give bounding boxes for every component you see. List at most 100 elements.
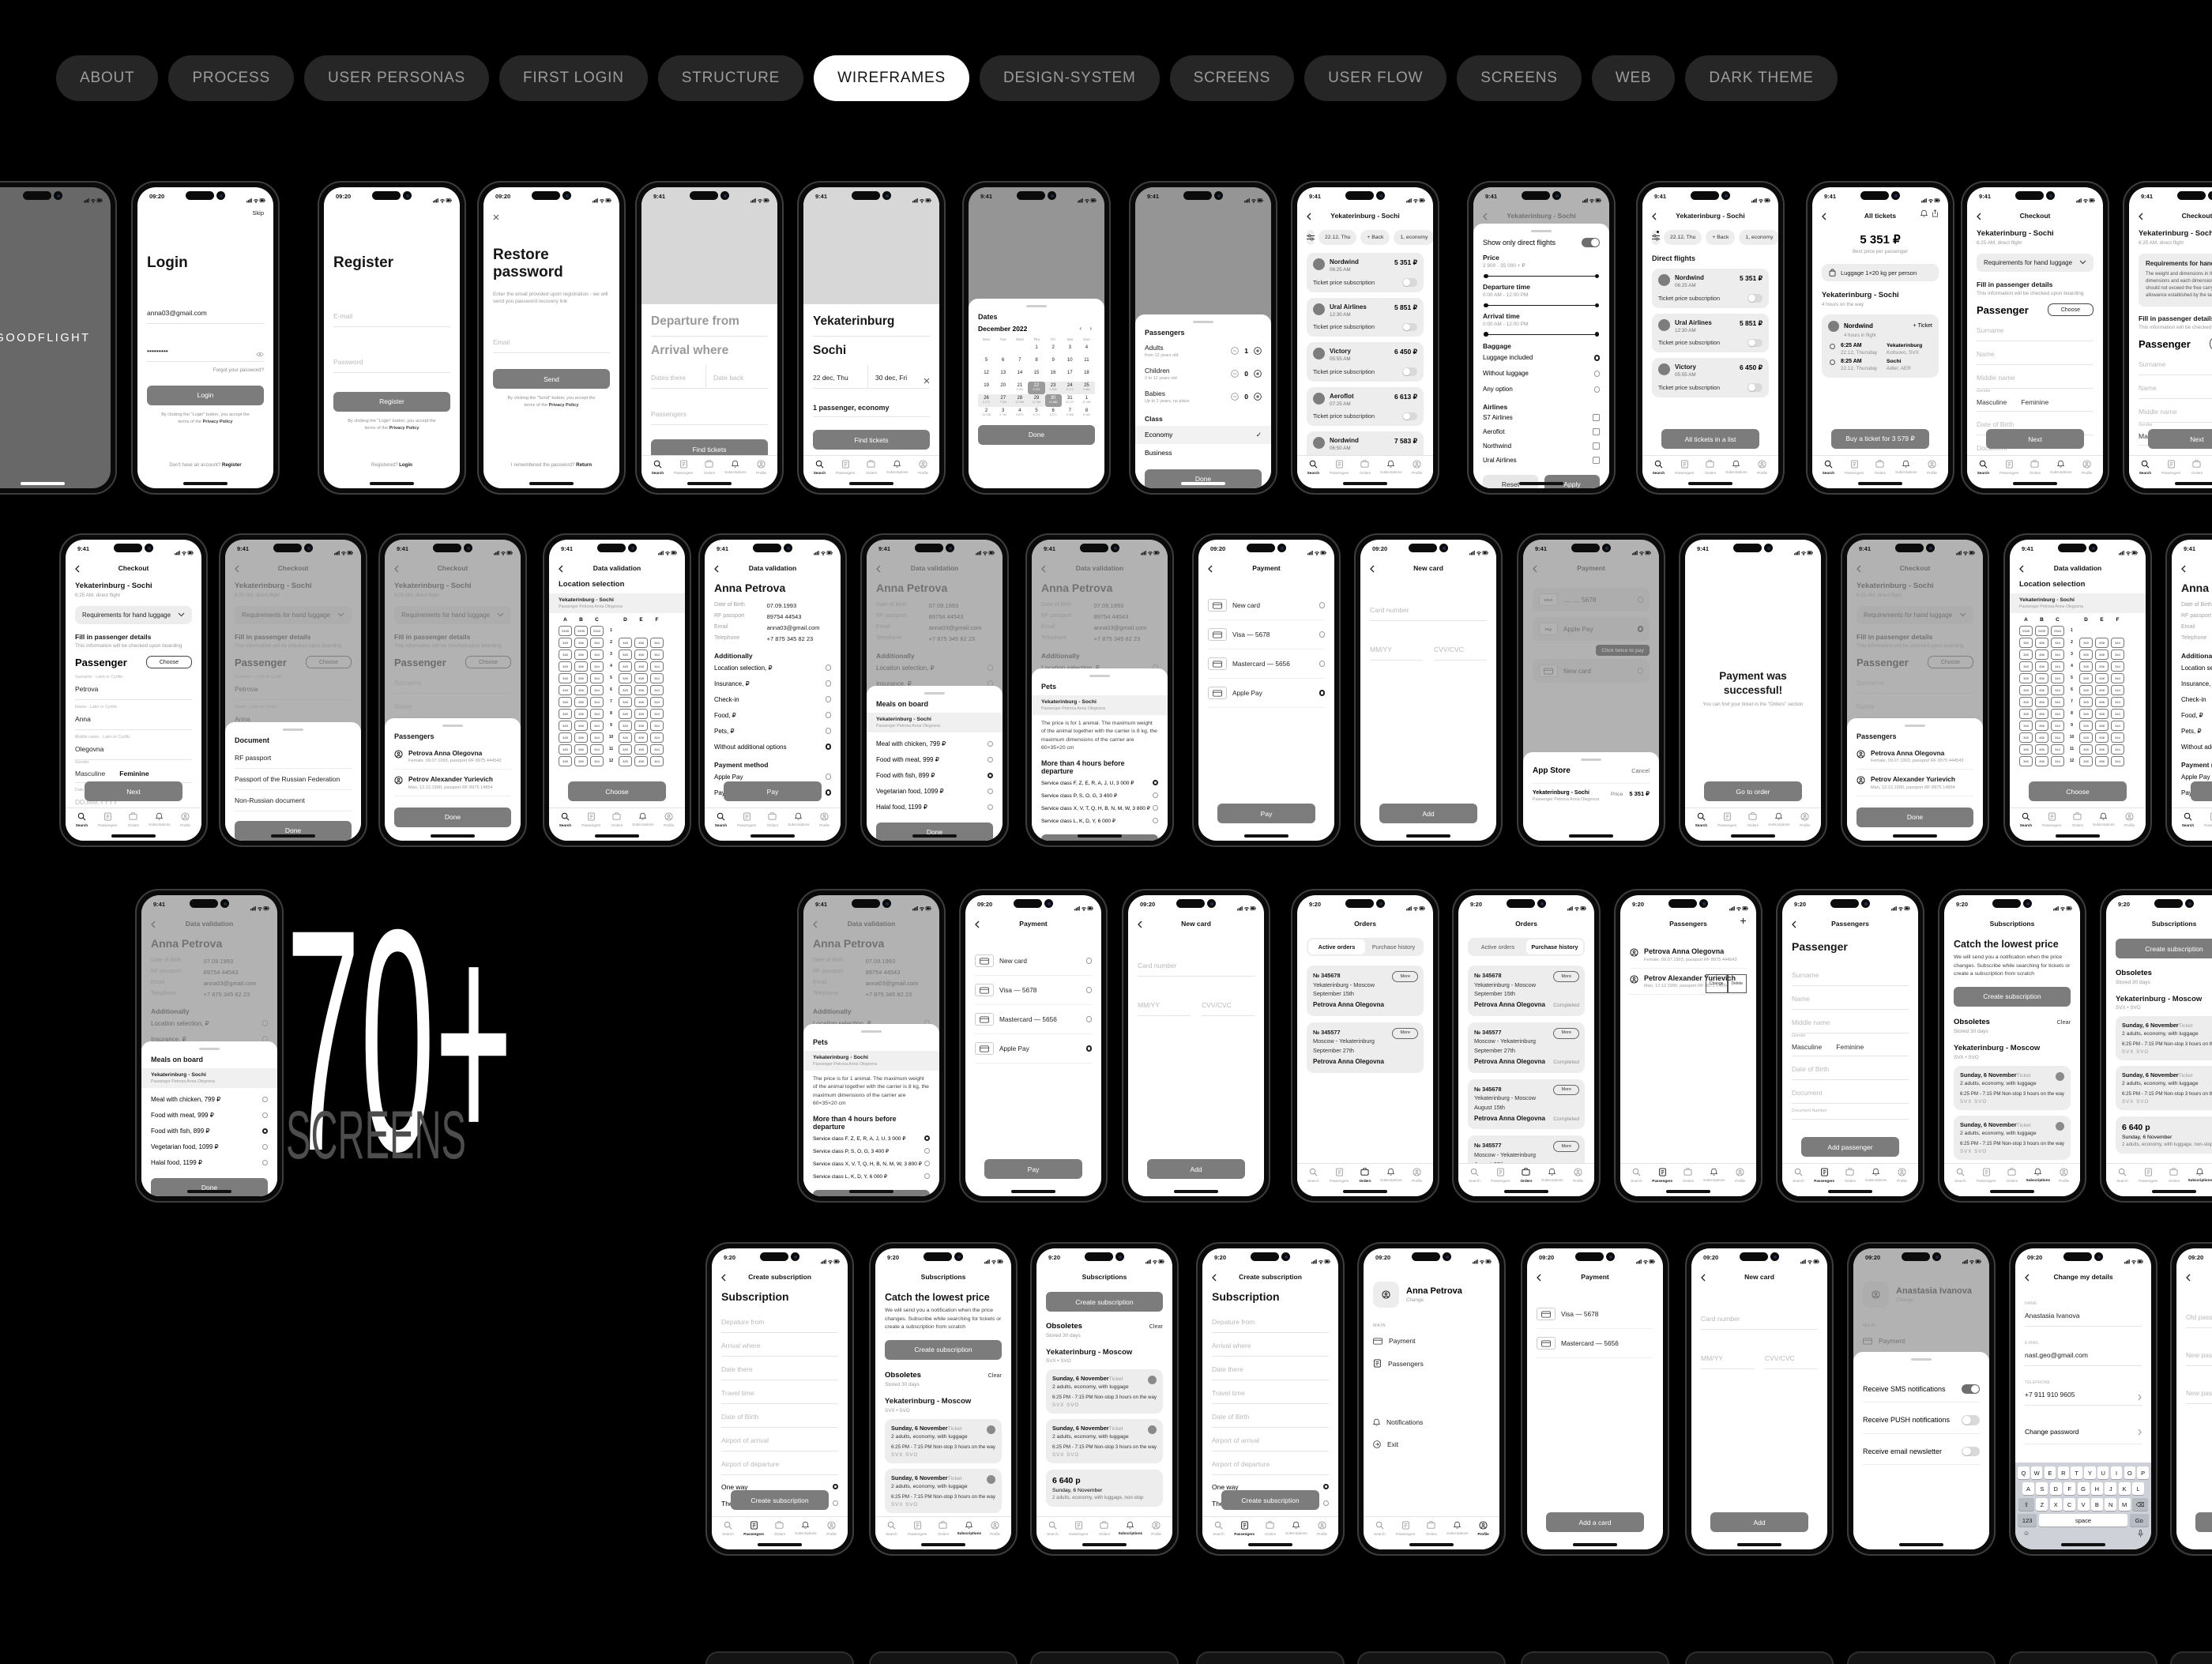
radio-row[interactable]: Food with meat, 999 ₽ (151, 1108, 268, 1124)
calendar-day[interactable]: 26 6 272 (978, 393, 995, 407)
seat[interactable]: 344 (590, 638, 604, 648)
input-field[interactable]: TELEPHONE +7 911 910 9605 (2025, 1376, 2142, 1406)
sheet-handle[interactable] (442, 725, 463, 727)
input-field[interactable]: anna03@gmail.com (147, 300, 264, 324)
radio-row[interactable]: Check-in (2181, 691, 2212, 707)
seat[interactable]: 345 (2079, 697, 2093, 707)
toggle[interactable] (1962, 1446, 1980, 1456)
input-field[interactable]: Travel time (721, 1380, 838, 1404)
radio[interactable] (1085, 1016, 1092, 1022)
input-field[interactable]: E-MAIL nast.geo@gmail.com (2025, 1336, 2142, 1366)
seat[interactable]: 2344 (590, 626, 604, 636)
seat[interactable]: 345 (619, 756, 632, 766)
input-field[interactable]: Depature from (1212, 1309, 1329, 1333)
primary-button[interactable]: Add (1147, 1159, 1245, 1179)
gender-masculine[interactable]: Masculine (1977, 398, 2007, 407)
seat[interactable]: 345 (2079, 673, 2093, 683)
seat[interactable]: 456 (2035, 673, 2048, 683)
tab-passengers[interactable]: Passengers (1066, 1521, 1092, 1549)
calendar-day[interactable]: 30 12 880 (1044, 393, 1062, 407)
nav-tab-structure[interactable]: STRUCTURE (657, 55, 804, 101)
key-C[interactable]: C (2063, 1498, 2076, 1511)
calendar-day[interactable]: 4 (1085, 344, 1089, 350)
key-M[interactable]: M (2118, 1498, 2131, 1511)
radio-row[interactable]: Without additional options (2181, 739, 2212, 755)
tab-orders[interactable]: Orders (121, 812, 147, 841)
slider-track[interactable] (1484, 303, 1599, 307)
seat[interactable]: 456 (2035, 697, 2048, 707)
checkbox-row[interactable]: Aeroflot (1483, 425, 1600, 439)
tab-search[interactable]: Search (1646, 460, 1672, 488)
input-field[interactable]: Date back (705, 365, 768, 389)
sheet-handle[interactable] (1581, 759, 1601, 761)
tab-passengers[interactable]: Passengers (2039, 812, 2065, 841)
tab-subscriptions[interactable]: Subscriptions (1283, 1521, 1309, 1549)
payment-method-row[interactable]: Visa — 5678 (1208, 620, 1325, 649)
space-key[interactable]: space (2038, 1514, 2128, 1527)
seat[interactable]: 345 (619, 685, 632, 695)
radio-row[interactable]: Service class F, Z, E, R, A, J, U, 3 000… (1041, 777, 1158, 789)
input-field[interactable]: Depature from (721, 1309, 838, 1333)
tab-profile[interactable]: Profile (811, 812, 837, 841)
search-value[interactable]: Yekaterinburg (813, 307, 930, 337)
tab-orders[interactable]: Orders (1258, 1521, 1284, 1549)
seat[interactable]: 344 (650, 732, 664, 743)
clear-button[interactable]: Clear (1149, 1323, 1163, 1330)
radio[interactable] (987, 756, 993, 763)
tab-orders[interactable]: Orders (1838, 1168, 1864, 1196)
primary-button[interactable]: Create subscription (731, 1490, 829, 1510)
primary-button[interactable]: Done (1856, 807, 1973, 827)
seat[interactable]: 456 (574, 721, 588, 731)
back-icon[interactable] (1208, 563, 1213, 577)
tab-orders[interactable]: Orders (2065, 812, 2091, 841)
seat[interactable]: 344 (2051, 673, 2064, 683)
radio-row[interactable]: Luggage included (1483, 350, 1600, 366)
clear-button[interactable]: Clear (2056, 1018, 2071, 1026)
radio-row[interactable]: Apple Pay (714, 769, 831, 785)
payment-method-row[interactable]: Apple Pay (1208, 679, 1325, 708)
menu-payment[interactable]: Payment (1373, 1330, 1490, 1352)
primary-button[interactable]: Find tickets (813, 430, 930, 450)
tab-profile[interactable]: Profile (1889, 1168, 1915, 1196)
calendar-day[interactable]: 19 (984, 382, 989, 388)
input-field[interactable]: Card number (1138, 953, 1255, 977)
tab-passengers[interactable]: Passengers (578, 812, 604, 841)
input-field[interactable]: Airport of arrival (721, 1428, 838, 1451)
calendar-day[interactable]: 22 5 223 (1028, 381, 1045, 394)
tab-subscriptions[interactable]: Subscriptions (2048, 460, 2074, 488)
tab-profile[interactable]: Profile (656, 812, 682, 841)
seat[interactable]: 345 (559, 685, 572, 695)
seat[interactable]: 345 (619, 673, 632, 683)
tab-profile[interactable]: Profile (2074, 460, 2100, 488)
calendar-day[interactable]: 15 (1033, 370, 1040, 375)
primary-button[interactable]: Next (2148, 429, 2212, 449)
radio[interactable] (1319, 631, 1325, 638)
subscription-card[interactable]: Sunday, 6 NovemberTicket 2 adults, econom… (1954, 1115, 2071, 1160)
subscription-toggle[interactable] (1402, 412, 1417, 420)
seat[interactable]: 456 (574, 661, 588, 672)
seat[interactable]: 345 (2019, 744, 2033, 755)
key-X[interactable]: X (2049, 1498, 2062, 1511)
primary-button[interactable]: Send (493, 369, 610, 390)
input-field[interactable]: MM/YY (1370, 637, 1423, 661)
tab-profile[interactable]: Profile (1309, 1521, 1335, 1549)
primary-button[interactable]: Done (978, 424, 1095, 445)
tab-passengers[interactable]: Passengers (1650, 1168, 1676, 1196)
calendar-day[interactable]: 2 (1051, 344, 1055, 350)
radio[interactable] (825, 712, 831, 718)
nav-tab-user-personas[interactable]: USER PERSONAS (303, 55, 490, 101)
seat[interactable]: 345 (2019, 638, 2033, 648)
input-field[interactable]: Date of Birth (721, 1404, 838, 1428)
input-field[interactable]: Name (1977, 341, 2094, 366)
tab-search[interactable]: Search (2013, 812, 2039, 841)
seat[interactable]: 344 (650, 685, 664, 695)
calendar-day[interactable]: 24 6 272 (1061, 381, 1078, 394)
radio-row[interactable]: Food with meat, 999 ₽ (876, 752, 993, 768)
tab-search[interactable]: Search (715, 1521, 741, 1549)
seat[interactable]: 456 (2035, 744, 2048, 755)
tab-orders[interactable]: Orders (1352, 1168, 1379, 1196)
calendar-day[interactable]: 3 (1068, 344, 1071, 350)
back-icon[interactable] (1138, 918, 1142, 932)
seat[interactable]: 344 (2051, 697, 2064, 707)
calendar-day[interactable]: 1 11 080 (1078, 394, 1095, 407)
